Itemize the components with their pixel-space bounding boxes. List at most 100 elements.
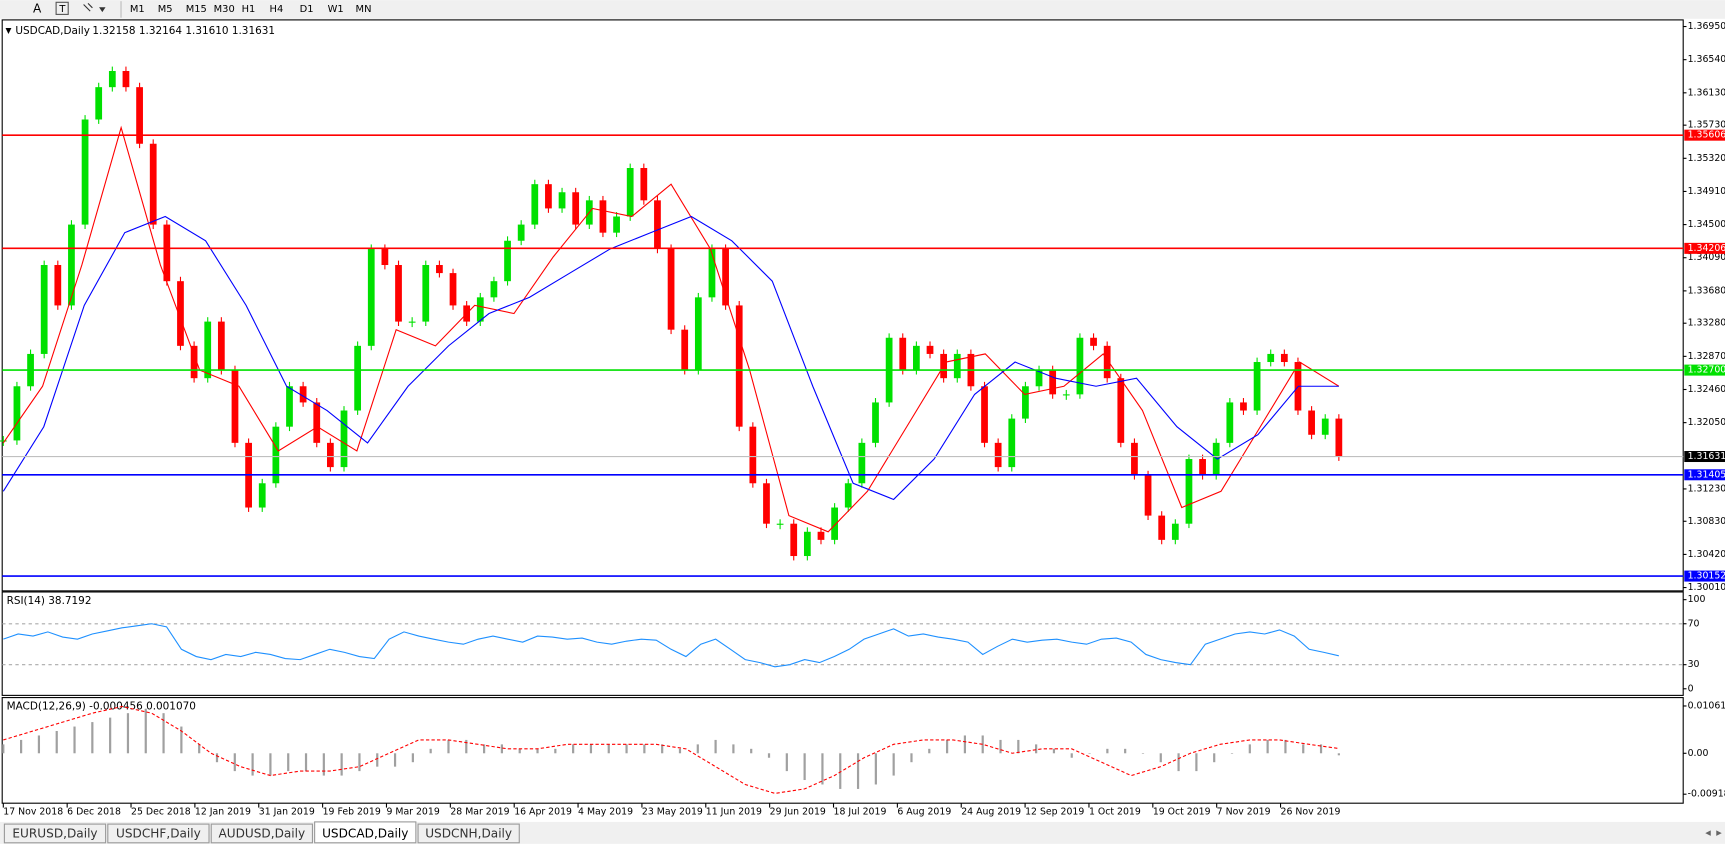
date-label: 11 Jun 2019	[706, 806, 762, 817]
candle-body	[476, 297, 484, 322]
candle-body	[1240, 402, 1247, 411]
price-panel: 1.36950 1.36540 1.36130 1.35730 1.35320 1.349…	[0, 19, 1725, 593]
candle-body	[354, 345, 362, 411]
rsi-title: RSI(14) 38.7192	[7, 595, 92, 607]
chart-tab-label[interactable]: USDCHF,Daily	[116, 826, 201, 840]
candle-body	[831, 507, 838, 540]
candle-body	[231, 370, 239, 443]
panel-arrow: ▼	[6, 26, 12, 35]
candle-body	[1144, 475, 1152, 516]
candle-body	[599, 200, 607, 233]
macd-histogram-bar	[856, 753, 860, 789]
candle-body	[504, 240, 511, 282]
chart-tab-label[interactable]: USDCNH,Daily	[425, 826, 512, 840]
chart-tab-label[interactable]: EURUSD,Daily	[12, 826, 97, 840]
macd-scale-label: -0.009181	[1688, 789, 1725, 800]
macd-histogram-bar	[874, 753, 877, 785]
price-label: 1.35320	[1688, 153, 1725, 164]
date-label: 28 Mar 2019	[450, 806, 509, 817]
candle-body	[994, 442, 1002, 468]
macd-histogram-bar	[625, 744, 628, 754]
objects-menu-icon[interactable]	[83, 3, 106, 13]
timeframe-button[interactable]: W1	[328, 4, 344, 15]
price-label: 1.32460	[1688, 384, 1725, 395]
macd-histogram-bar	[251, 753, 254, 776]
macd-histogram-bar	[1017, 739, 1020, 754]
candle-body	[626, 168, 634, 217]
chart-tab[interactable]	[314, 821, 417, 844]
timeframe-button[interactable]: M15	[186, 4, 207, 15]
date-label: 19 Oct 2019	[1153, 806, 1211, 817]
candle-body	[694, 297, 702, 371]
chart-tab-label[interactable]: USDCAD,Daily	[322, 826, 408, 840]
macd-histogram-bar	[714, 739, 717, 754]
text-tool-icon[interactable]: A	[33, 1, 42, 15]
candle-body	[490, 281, 498, 298]
candle-body	[681, 329, 689, 371]
label-tool-icon[interactable]	[55, 1, 69, 15]
timeframe-button[interactable]: M5	[158, 4, 173, 15]
candle-body	[395, 265, 402, 322]
macd-histogram-bar	[287, 753, 290, 772]
macd-histogram-bar	[554, 748, 557, 754]
price-label: 1.32050	[1688, 417, 1725, 428]
chart-tab[interactable]	[417, 823, 520, 844]
macd-histogram-bar	[429, 748, 432, 754]
price-label: 1.33680	[1688, 285, 1725, 296]
chart-tab[interactable]	[3, 823, 107, 844]
candle-body	[1022, 386, 1029, 419]
macd-histogram-bar	[999, 739, 1002, 754]
time-axis: 17 Nov 2018 6 Dec 2018 25 Dec 2018 12 Jan 2…	[2, 803, 1340, 817]
macd-histogram-bar	[55, 731, 58, 754]
candle-body	[217, 321, 225, 371]
candle-body	[558, 192, 566, 209]
chart-tab[interactable]	[210, 823, 313, 844]
macd-histogram-bar	[322, 753, 325, 776]
price-label: 1.34910	[1688, 186, 1725, 197]
date-label: 6 Aug 2019	[897, 806, 951, 817]
chart-tab[interactable]	[107, 823, 210, 844]
timeframe-button[interactable]: D1	[300, 4, 314, 15]
date-label: 23 May 2019	[642, 806, 703, 817]
candle-body	[872, 402, 879, 443]
candle-body	[1035, 370, 1043, 387]
macd-histogram-bar	[1088, 753, 1091, 754]
candle-body	[790, 523, 798, 557]
candle-body	[953, 353, 961, 379]
candle-body	[572, 192, 580, 225]
candle-body	[40, 265, 48, 354]
macd-histogram-bar	[1230, 753, 1234, 754]
chart-tabs: EURUSD,Daily USDCHF,Daily AUDUSD,Daily USDC…	[3, 821, 520, 844]
macd-scale-label: 0.00	[1688, 748, 1709, 759]
price-label: 1.33280	[1688, 318, 1725, 329]
macd-histogram-bar	[109, 717, 112, 754]
price-label: 1.34500	[1688, 219, 1725, 230]
rsi-scale-label: 70	[1688, 618, 1700, 629]
tab-scroll-left[interactable]: ◂	[1705, 826, 1711, 839]
candle-body	[1158, 515, 1166, 540]
candle-body	[722, 248, 729, 306]
macd-histogram-bar	[162, 713, 165, 754]
candle-body	[408, 321, 416, 323]
ohlc-quote: 1.32158 1.32164 1.31610 1.31631	[92, 25, 275, 37]
timeframe-button[interactable]: MN	[356, 4, 372, 15]
candle-body	[776, 523, 784, 525]
timeframe-button[interactable]: H1	[242, 4, 256, 15]
macd-histogram-bar	[198, 744, 201, 754]
rsi-line	[3, 623, 1339, 668]
timeframe-button[interactable]: M30	[214, 4, 235, 15]
rsi-scale-label: 0	[1688, 683, 1694, 694]
date-label: 31 Jan 2019	[259, 806, 315, 817]
panel-frame	[1, 697, 1684, 804]
macd-histogram-bar	[1213, 753, 1216, 763]
timeframe-button[interactable]: H4	[270, 4, 284, 15]
macd-histogram-bar	[696, 744, 699, 754]
candle-body	[190, 345, 198, 379]
timeframe-button[interactable]: M1	[130, 4, 145, 15]
tab-scroll-right[interactable]: ▸	[1716, 826, 1722, 839]
macd-histogram-bar	[839, 753, 842, 789]
chart-tab-label[interactable]: AUDUSD,Daily	[218, 826, 305, 840]
macd-histogram-bar	[37, 735, 41, 754]
candle-body	[1267, 353, 1275, 363]
candle-body	[899, 337, 907, 371]
